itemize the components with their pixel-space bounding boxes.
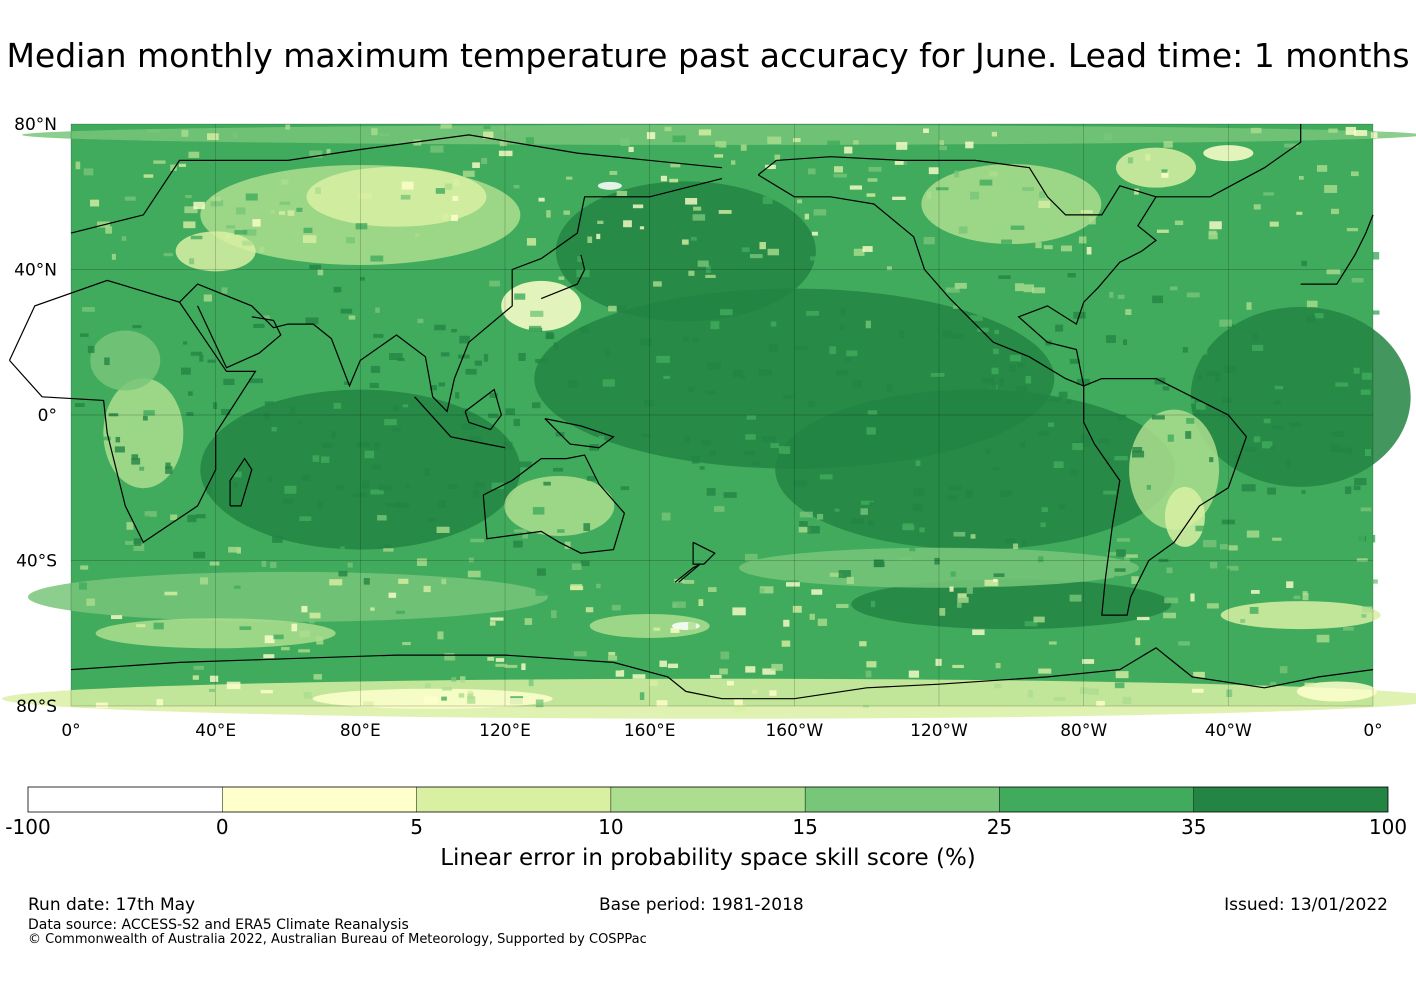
lon-label: 40°W <box>1205 721 1252 741</box>
colorbar-title: Linear error in probability space skill … <box>440 845 976 871</box>
colorbar-swatch <box>805 787 1000 812</box>
colorbar-tick-label: 0 <box>215 815 229 839</box>
lat-label: 0° <box>38 406 57 426</box>
coastline-5 <box>692 541 716 565</box>
coastline-15 <box>544 418 615 449</box>
coastline-7 <box>757 156 1157 387</box>
coastline-14 <box>464 388 503 431</box>
lat-label: 80°S <box>16 697 57 717</box>
lon-label: 80°W <box>1060 721 1107 741</box>
coastline-2 <box>179 178 723 413</box>
coastline-3 <box>197 305 282 369</box>
colorbar-swatch <box>999 787 1194 812</box>
colorbar-tick-label: 10 <box>598 815 624 839</box>
coastline-6 <box>674 563 701 583</box>
lon-label: 80°E <box>340 721 381 741</box>
coastline-1 <box>70 134 723 234</box>
base-period: Base period: 1981-2018 <box>599 895 804 915</box>
run-date: Run date: 17th May <box>28 895 196 915</box>
lon-label: 0° <box>61 721 80 741</box>
map-gridlines <box>70 123 1374 707</box>
lon-label: 160°E <box>624 721 676 741</box>
lon-label: 40°E <box>195 721 236 741</box>
issued-date: Issued: 13/01/2022 <box>1224 895 1388 915</box>
coastline-13 <box>414 396 506 449</box>
lat-label: 40°N <box>14 261 57 281</box>
coastline-0 <box>8 279 257 544</box>
data-source: Data source: ACCESS-S2 and ERA5 Climate … <box>28 917 409 933</box>
colorbar-tick-label: -100 <box>5 815 51 839</box>
colorbar-swatch <box>416 787 611 812</box>
colorbar-tick-label: 25 <box>986 815 1013 839</box>
colorbar-swatch <box>610 787 806 812</box>
colorbar-tick-label: 35 <box>1180 815 1207 839</box>
colorbar <box>27 786 1389 813</box>
coastline-9 <box>1083 378 1248 616</box>
coastline-12 <box>540 254 586 300</box>
coastline-16 <box>229 457 253 507</box>
coastline-11 <box>1300 214 1374 285</box>
colorbar-tick-label: 5 <box>410 815 423 839</box>
lon-label: 160°W <box>765 721 823 741</box>
colorbar-frame <box>27 786 1389 813</box>
colorbar-swatch <box>1193 787 1388 812</box>
coastline-10 <box>70 647 1374 700</box>
colorbar-swatch <box>28 787 223 812</box>
lon-label: 120°W <box>910 721 968 741</box>
continent-coastlines <box>8 124 1374 700</box>
skill-score-field <box>2 124 1416 719</box>
coastline-4 <box>482 454 626 554</box>
lat-label: 40°S <box>16 552 57 572</box>
lon-label: 120°E <box>479 721 531 741</box>
colorbar-tick-label: 15 <box>792 815 818 839</box>
lon-label: 0° <box>1363 721 1382 741</box>
lat-label: 80°N <box>14 115 57 135</box>
colorbar-swatch <box>222 787 417 812</box>
colorbar-tick-label: 100 <box>1368 815 1408 839</box>
map-title: Median monthly maximum temperature past … <box>6 36 1410 75</box>
coastline-8 <box>1156 124 1302 198</box>
copyright: © Commonwealth of Australia 2022, Austra… <box>28 932 647 947</box>
